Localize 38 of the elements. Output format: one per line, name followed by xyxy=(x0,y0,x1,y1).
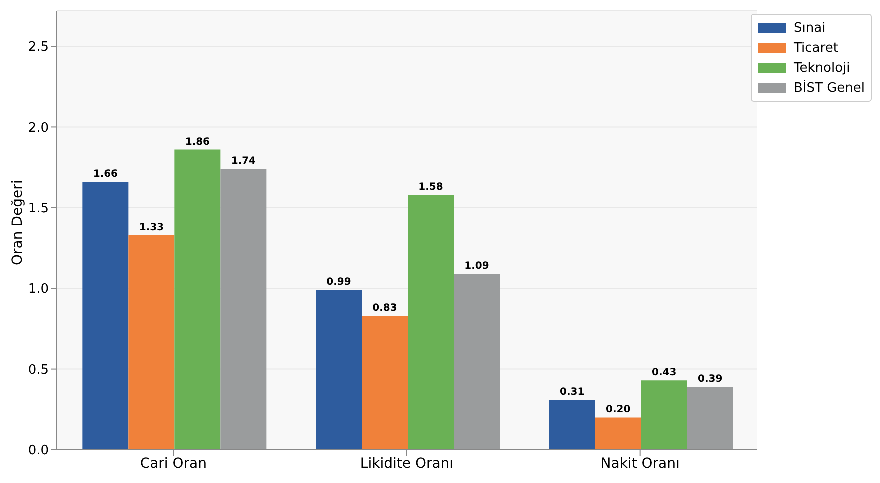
data-label: 0.83 xyxy=(372,303,398,314)
data-label: 1.74 xyxy=(231,156,256,168)
bar xyxy=(362,316,408,450)
bar xyxy=(687,387,734,450)
y-tick-label: 0.5 xyxy=(28,362,49,378)
data-label: 0.39 xyxy=(698,374,723,386)
data-label: 1.86 xyxy=(185,136,210,148)
bar xyxy=(82,182,129,450)
bar xyxy=(454,274,500,450)
x-tick-label: Cari Oran xyxy=(140,456,208,472)
y-tick-label: 2.5 xyxy=(28,40,49,56)
y-tick-label: 0.0 xyxy=(28,444,49,459)
data-label: 1.58 xyxy=(418,182,444,193)
legend-label: BİST Genel xyxy=(794,80,865,96)
x-tick-label: Nakit Oranı xyxy=(600,456,680,472)
data-label: 0.20 xyxy=(606,404,631,416)
bar xyxy=(128,235,175,450)
y-tick-label: 2.0 xyxy=(28,120,49,136)
data-label: 1.66 xyxy=(93,169,118,180)
y-tick-label: 1.0 xyxy=(28,282,49,298)
bar xyxy=(220,169,267,450)
bar xyxy=(641,380,688,450)
y-axis-title: Oran Değeri xyxy=(10,180,26,266)
bar xyxy=(174,150,221,450)
data-label: 0.43 xyxy=(652,368,677,379)
data-label: 1.33 xyxy=(139,222,164,234)
legend-label: Ticaret xyxy=(794,40,838,56)
data-label: 0.31 xyxy=(560,386,585,398)
x-tick-label: Likidite Oranı xyxy=(360,456,454,472)
data-label: 0.99 xyxy=(326,277,352,288)
bar xyxy=(549,400,596,450)
bar xyxy=(595,418,642,450)
bar xyxy=(408,194,454,450)
bar xyxy=(316,290,362,450)
legend-label: Teknoloji xyxy=(794,60,850,76)
data-label: 1.09 xyxy=(464,261,490,272)
y-tick-label: 1.5 xyxy=(28,202,49,217)
legend-label: Sınai xyxy=(794,20,826,36)
